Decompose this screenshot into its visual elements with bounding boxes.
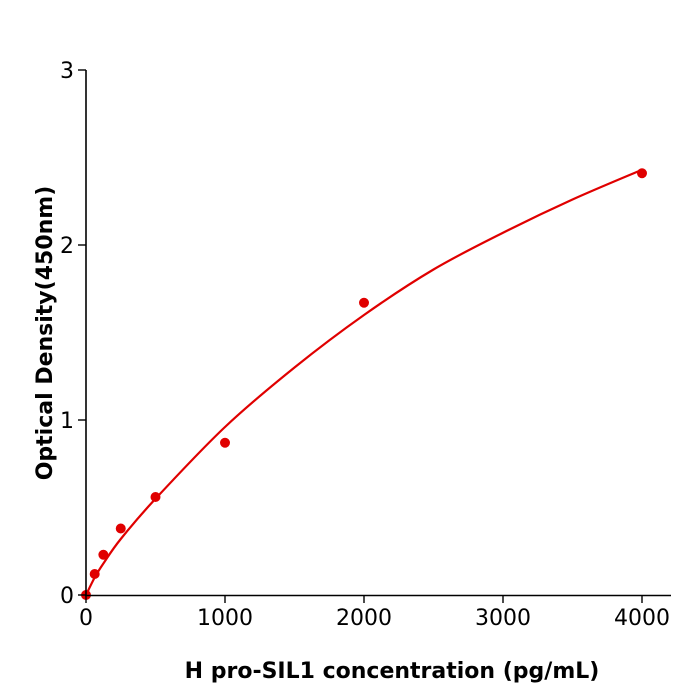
x-tick-label: 1000 xyxy=(197,606,253,631)
fit-curve xyxy=(85,168,643,596)
y-tick-label: 3 xyxy=(60,59,74,84)
y-tick-label: 0 xyxy=(60,584,74,609)
x-tick-label: 3000 xyxy=(475,606,531,631)
x-axis-label: H pro-SIL1 concentration (pg/mL) xyxy=(185,659,600,684)
x-tick-label: 0 xyxy=(79,606,93,631)
x-tick-label: 2000 xyxy=(336,606,392,631)
y-tick-label: 2 xyxy=(60,234,74,259)
fit-curve-group xyxy=(85,168,643,596)
data-point xyxy=(115,523,126,534)
x-tick-label: 4000 xyxy=(614,606,670,631)
y-axis-label: Optical Density(450nm) xyxy=(33,186,58,481)
data-point xyxy=(89,569,100,579)
data-point xyxy=(359,297,369,308)
data-point xyxy=(637,168,647,179)
data-points xyxy=(81,168,647,600)
data-point xyxy=(220,437,230,448)
y-ticks: 0 1 2 3 xyxy=(60,59,86,609)
y-tick-label: 1 xyxy=(60,409,74,434)
data-point xyxy=(150,492,161,502)
x-ticks: 0 1000 2000 3000 4000 xyxy=(79,595,670,631)
data-point xyxy=(98,549,109,560)
